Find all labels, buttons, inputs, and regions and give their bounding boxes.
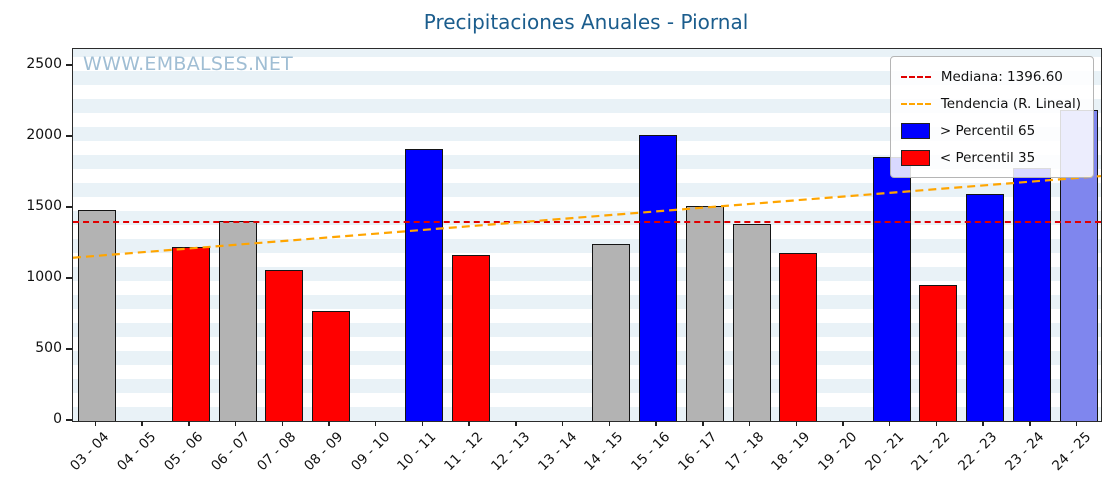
x-tick-label: 18 - 19 bbox=[768, 429, 814, 475]
x-tick-label: 23 - 24 bbox=[1002, 429, 1048, 475]
bar-22-23 bbox=[966, 194, 1005, 421]
bar-17-18 bbox=[732, 224, 771, 421]
x-tick-mark bbox=[888, 421, 891, 426]
y-tick-label: 500 bbox=[35, 340, 62, 356]
bar-16-17 bbox=[685, 205, 724, 421]
x-tick-label: 21 - 22 bbox=[908, 429, 954, 475]
y-tick-mark bbox=[66, 135, 72, 137]
legend-median-label: Mediana: 1396.60 bbox=[940, 68, 1063, 85]
x-tick-label: 04 - 05 bbox=[114, 429, 160, 475]
legend-item-p35: < Percentil 35 bbox=[900, 144, 1081, 171]
bar-18-19 bbox=[779, 253, 818, 421]
legend-item-trend: Tendencia (R. Lineal) bbox=[900, 90, 1081, 117]
x-tick-label: 17 - 18 bbox=[721, 429, 767, 475]
bar-20-21 bbox=[872, 156, 911, 421]
x-tick-label: 24 - 25 bbox=[1048, 429, 1094, 475]
bar-07-08 bbox=[265, 269, 304, 421]
x-tick-mark bbox=[141, 421, 143, 426]
x-tick-mark bbox=[1075, 421, 1078, 426]
legend-p65-label: > Percentil 65 bbox=[939, 122, 1036, 139]
x-tick-label: 03 - 04 bbox=[67, 429, 113, 475]
x-tick-mark bbox=[94, 421, 97, 426]
legend-item-median: Mediana: 1396.60 bbox=[900, 63, 1081, 90]
x-tick-label: 16 - 17 bbox=[675, 429, 721, 475]
y-tick-label: 1500 bbox=[26, 198, 62, 215]
bar-11-12 bbox=[452, 254, 491, 421]
x-tick-label: 13 - 14 bbox=[534, 429, 580, 475]
x-tick-label: 19 - 20 bbox=[815, 429, 861, 475]
x-tick-mark bbox=[234, 421, 237, 426]
y-tick-mark bbox=[66, 277, 72, 279]
trend-line-swatch bbox=[900, 102, 931, 105]
x-tick-mark bbox=[281, 421, 284, 426]
x-tick-mark bbox=[702, 421, 704, 426]
x-tick-label: 20 - 21 bbox=[861, 429, 908, 475]
legend-item-p65: > Percentil 65 bbox=[900, 117, 1081, 144]
x-tick-label: 14 - 15 bbox=[581, 429, 627, 475]
x-tick-label: 05 - 06 bbox=[161, 429, 207, 475]
x-tick-mark bbox=[515, 421, 517, 426]
bar-15-16 bbox=[639, 134, 678, 421]
x-tick-mark bbox=[561, 421, 564, 426]
x-tick-label: 08 - 09 bbox=[301, 429, 347, 475]
p35-swatch bbox=[900, 149, 930, 166]
y-tick-label: 0 bbox=[53, 411, 62, 427]
x-tick-mark bbox=[935, 421, 938, 426]
x-tick-mark bbox=[795, 421, 798, 426]
x-tick-mark bbox=[468, 421, 470, 426]
median-line-swatch bbox=[900, 75, 931, 78]
x-tick-mark bbox=[982, 421, 984, 426]
y-tick-mark bbox=[66, 419, 72, 421]
bar-03-04 bbox=[78, 209, 117, 421]
x-tick-label: 06 - 07 bbox=[207, 429, 253, 475]
bar-10-11 bbox=[405, 148, 444, 421]
x-tick-mark bbox=[421, 421, 424, 426]
x-tick-label: 22 - 23 bbox=[955, 429, 1001, 475]
watermark: WWW.EMBALSES.NET bbox=[83, 53, 294, 75]
x-tick-label: 12 - 13 bbox=[488, 429, 534, 475]
bar-21-22 bbox=[919, 285, 958, 421]
legend-trend-label: Tendencia (R. Lineal) bbox=[940, 95, 1081, 112]
x-tick-label: 09 - 10 bbox=[347, 429, 394, 475]
trend-line bbox=[73, 174, 1101, 259]
x-tick-mark bbox=[748, 421, 751, 426]
bar-14-15 bbox=[592, 243, 631, 421]
x-tick-mark bbox=[374, 421, 377, 426]
chart-title: Precipitaciones Anuales - Piornal bbox=[423, 10, 749, 34]
x-tick-mark bbox=[188, 421, 190, 426]
x-tick-label: 11 - 12 bbox=[441, 429, 487, 475]
y-tick-label: 2000 bbox=[26, 127, 62, 144]
y-tick-label: 2500 bbox=[26, 56, 62, 73]
bar-06-07 bbox=[218, 221, 257, 421]
x-tick-label: 07 - 08 bbox=[254, 429, 300, 475]
x-tick-label: 10 - 11 bbox=[394, 429, 440, 475]
bar-08-09 bbox=[312, 310, 350, 421]
legend-p35-label: < Percentil 35 bbox=[939, 149, 1036, 166]
y-tick-label: 1000 bbox=[26, 269, 62, 285]
median-line bbox=[73, 220, 1101, 223]
plot-area: WWW.EMBALSES.NET Mediana: 1396.60 Tenden… bbox=[72, 48, 1102, 422]
x-tick-mark bbox=[1029, 421, 1031, 426]
y-tick-mark bbox=[66, 206, 72, 208]
y-tick-mark bbox=[66, 348, 72, 350]
y-tick-mark bbox=[66, 64, 72, 66]
p65-swatch bbox=[900, 122, 930, 139]
x-tick-mark bbox=[842, 421, 844, 426]
x-tick-mark bbox=[328, 421, 330, 426]
x-tick-mark bbox=[608, 421, 611, 426]
legend: Mediana: 1396.60 Tendencia (R. Lineal) >… bbox=[889, 56, 1094, 178]
x-tick-mark bbox=[655, 421, 657, 426]
x-tick-label: 15 - 16 bbox=[628, 429, 674, 475]
bar-05-06 bbox=[171, 246, 210, 421]
bar-23-24 bbox=[1012, 167, 1051, 421]
